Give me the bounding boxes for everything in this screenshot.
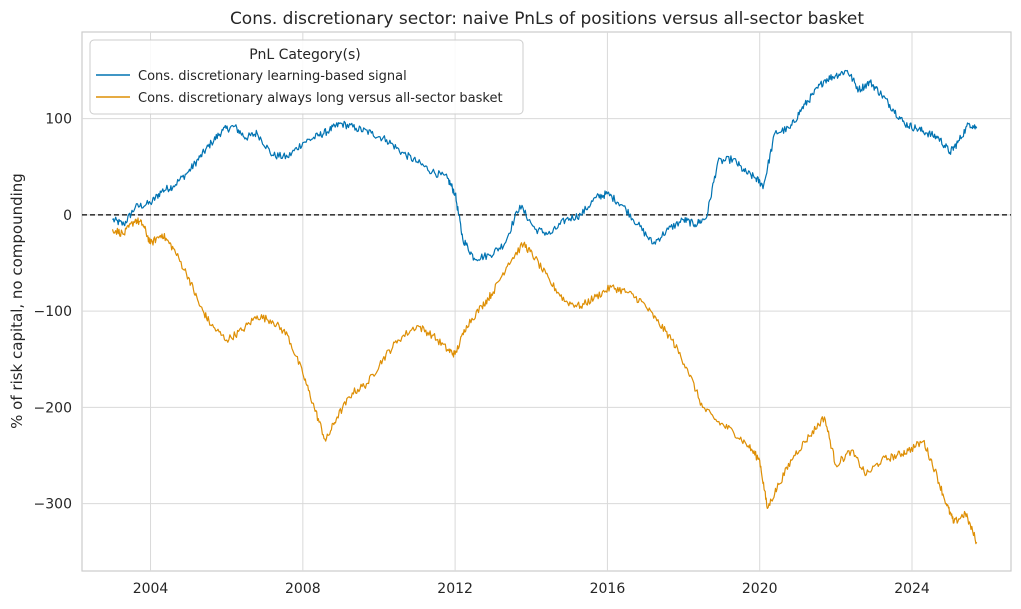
y-tick-label: −300 bbox=[34, 497, 72, 513]
x-tick-label: 2016 bbox=[590, 581, 626, 597]
y-tick-label: −100 bbox=[34, 304, 72, 320]
y-tick-label: 0 bbox=[63, 208, 72, 224]
y-tick-label: −200 bbox=[34, 400, 72, 416]
series-lines bbox=[111, 69, 978, 545]
x-tick-label: 2008 bbox=[285, 581, 321, 597]
x-tick-label: 2012 bbox=[437, 581, 473, 597]
legend: PnL Category(s) Cons. discretionary lear… bbox=[89, 39, 524, 115]
y-axis-title: % of risk capital, no compounding bbox=[8, 173, 26, 429]
x-tick-label: 2020 bbox=[742, 581, 778, 597]
series-line-always-long bbox=[111, 217, 978, 545]
legend-label-learning-signal: Cons. discretionary learning-based signa… bbox=[138, 69, 407, 84]
tick-labels: 2004 2008 2012 2016 2020 2024 100 0 −100 −200 −300 bbox=[34, 112, 930, 597]
x-tick-label: 2024 bbox=[894, 581, 930, 597]
series-line-learning-signal bbox=[112, 69, 978, 262]
y-tick-label: 100 bbox=[45, 112, 72, 128]
chart-title: Cons. discretionary sector: naive PnLs o… bbox=[230, 9, 864, 29]
grid-lines bbox=[82, 32, 1011, 571]
plot-area bbox=[81, 31, 1012, 572]
legend-box bbox=[89, 39, 524, 115]
legend-label-always-long: Cons. discretionary always long versus a… bbox=[138, 91, 503, 106]
legend-title: PnL Category(s) bbox=[249, 47, 361, 63]
x-tick-label: 2004 bbox=[133, 581, 169, 597]
